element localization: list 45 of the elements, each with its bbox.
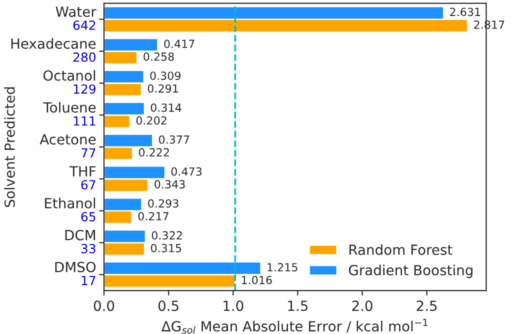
text: 17 [82,276,96,286]
text: 642 [73,20,96,30]
data-label: 0.202 [136,116,166,125]
data-label: 0.315 [150,244,182,252]
text: 33 [81,244,96,254]
y-tick-label: DMSO [55,262,96,272]
data-label: 1.016 [242,276,272,284]
x-axis-title: ΔG$_{sol}$ Mean Absolute Error / kcal mol$^{−1}$ [161,318,428,334]
y-tick-label: Acetone [40,134,96,145]
text: 65 [81,212,96,222]
text: 111 [74,116,96,126]
legend-label: Random Forest [350,244,452,256]
text: 67 [81,180,96,190]
text: 77 [81,148,96,158]
legend-label: Gradient Boosting [348,264,472,278]
data-label: 1.215 [268,263,298,272]
y-tick-label: Water [56,6,96,17]
data-label: 0.293 [148,199,178,208]
x-tick-label: 2.5 [416,300,437,312]
x-tick-label: 1.5 [288,300,308,312]
data-label: 0.343 [154,180,185,188]
text: 129 [74,84,96,94]
data-label: 0.377 [158,135,190,144]
x-tick-label: 0.0 [94,300,114,312]
data-label: 0.222 [138,148,169,157]
data-label: 0.417 [164,40,194,48]
data-label: 0.291 [148,84,178,93]
y-tick-label: Ethanol [45,198,96,208]
x-tick-label: 1.0 [224,300,244,312]
x-tick-label: 0.5 [158,300,178,312]
text: 280 [73,52,96,62]
y-tick-label: Toluene [43,102,96,113]
data-label: 0.314 [150,103,182,112]
data-label: 2.631 [450,8,480,16]
x-tick-label: 2.0 [352,300,372,312]
y-tick-label: Octanol [43,70,96,81]
y-tick-label: THF [69,166,96,176]
y-tick-label: DCM [65,230,95,240]
data-label: 0.322 [152,231,182,240]
y-axis-title: Solvent Predicted [4,87,15,207]
data-label: 0.217 [138,212,168,220]
data-label: 0.473 [171,167,202,176]
y-tick-label: Hexadecane [11,38,96,49]
data-label: 0.309 [150,72,180,80]
data-label: 0.258 [144,52,174,61]
